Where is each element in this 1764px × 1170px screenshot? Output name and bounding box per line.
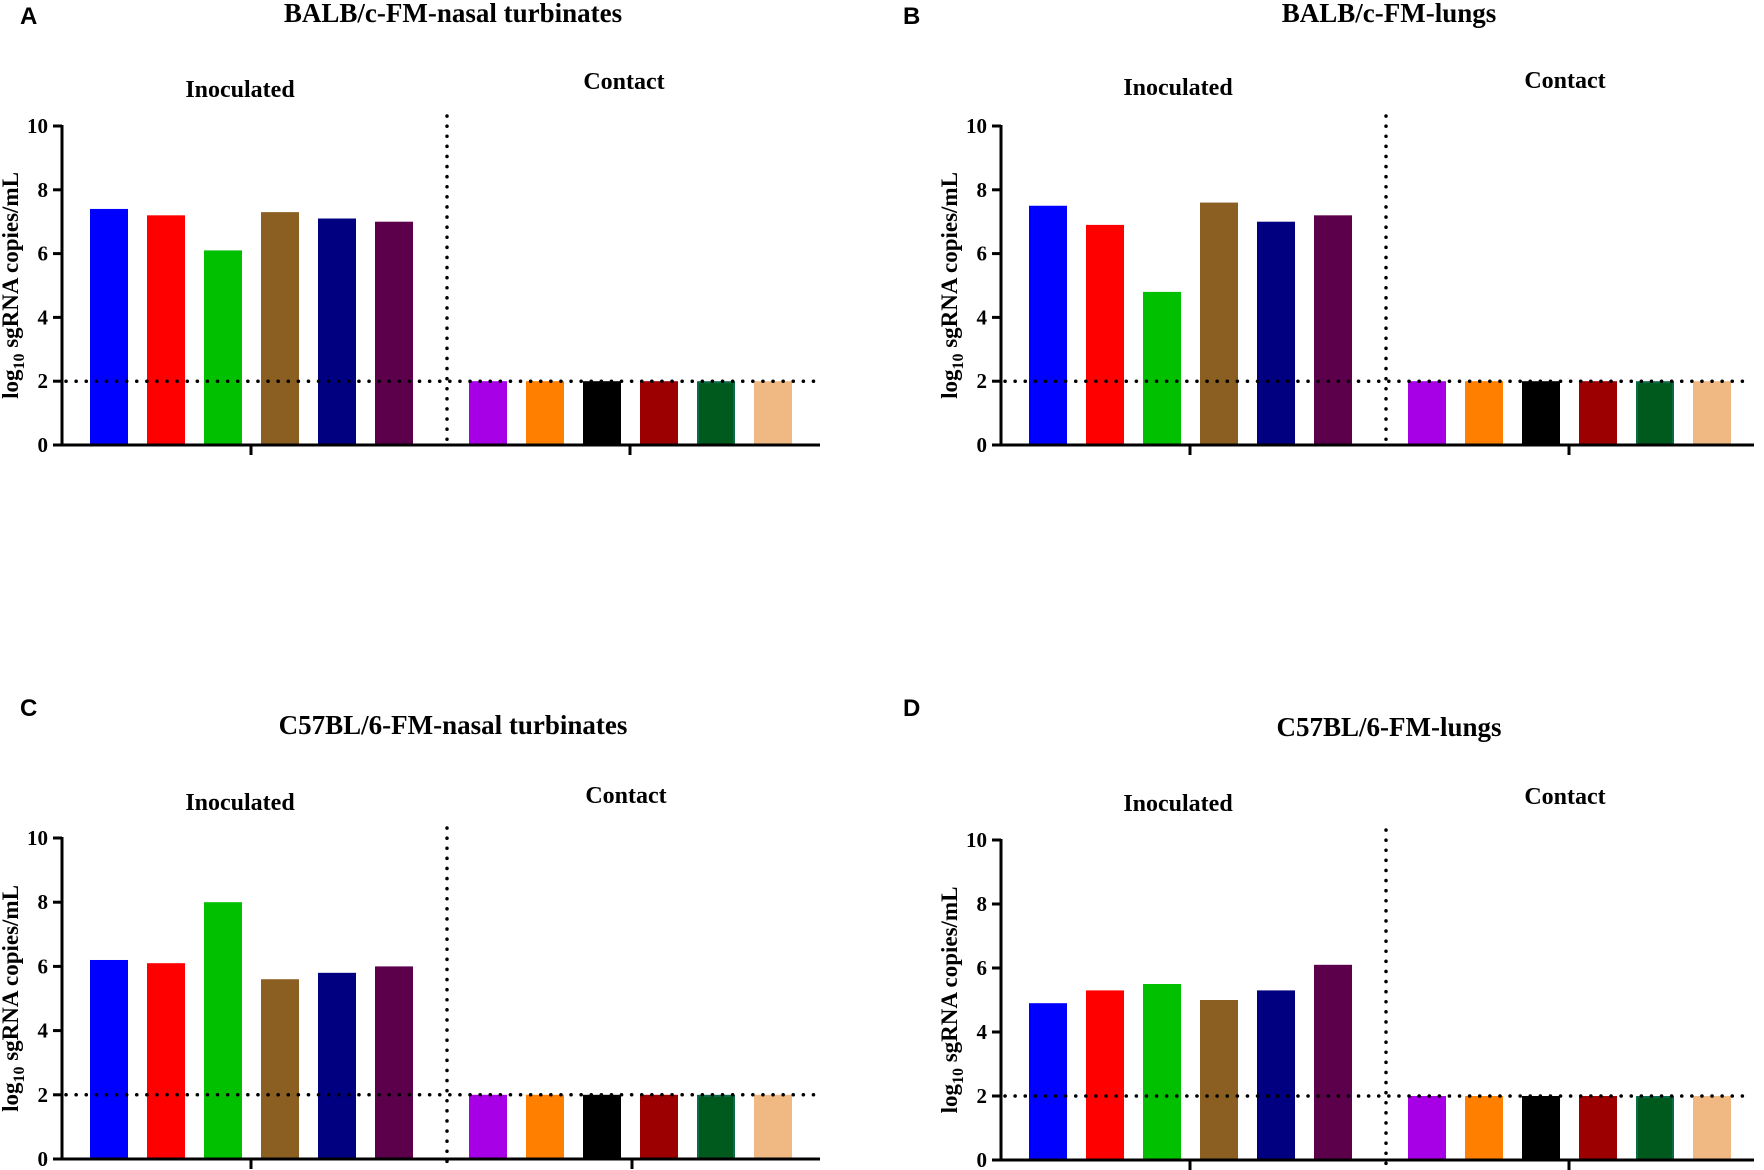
- y-tick-label: 0: [38, 1147, 49, 1170]
- group-label-inoculated: Inoculated: [185, 77, 295, 103]
- y-tick-label: 8: [38, 178, 49, 202]
- bar-inoculated-1: [90, 208, 128, 445]
- chart-title: BALB/c-FM-lungs: [1282, 0, 1497, 28]
- y-axis-label: log10 sgRNA copies/mL: [937, 887, 967, 1114]
- bar-inoculated-3: [204, 902, 242, 1159]
- bar-inoculated-3: [1143, 984, 1181, 1160]
- y-tick-label: 10: [966, 828, 987, 852]
- bar-inoculated-5: [318, 218, 356, 445]
- y-axis-label: log10 sgRNA copies/mL: [937, 172, 967, 399]
- bar-inoculated-5: [318, 972, 356, 1159]
- bar-inoculated-6: [375, 966, 413, 1159]
- bar-contact-1: [1408, 1096, 1446, 1161]
- group-label-inoculated: Inoculated: [1123, 75, 1233, 101]
- group-label-inoculated: Inoculated: [185, 790, 295, 816]
- bar-inoculated-4: [261, 212, 299, 445]
- bar-inoculated-4: [261, 979, 299, 1159]
- bar-contact-3: [583, 1094, 621, 1161]
- y-tick-label: 0: [38, 433, 49, 457]
- panel-c: C C57BL/6-FM-nasal turbinates Inoculated Co…: [0, 695, 820, 1170]
- bar-inoculated-3: [1143, 291, 1181, 445]
- bar-inoculated-4: [1200, 1000, 1238, 1160]
- bar-inoculated-5: [1257, 221, 1295, 445]
- bar-inoculated-1: [1029, 1003, 1067, 1160]
- y-tick-label: 4: [977, 1020, 988, 1044]
- y-tick-label: 10: [966, 114, 987, 138]
- bar-contact-4: [1579, 1096, 1617, 1161]
- y-tick-label: 8: [977, 892, 988, 916]
- group-label-contact: Contact: [1524, 68, 1605, 94]
- bar-contact-5: [1636, 1096, 1674, 1161]
- bar-contact-2: [1465, 381, 1503, 447]
- panel-letter: C: [20, 695, 37, 722]
- y-tick-label: 6: [977, 956, 988, 980]
- panel-letter: B: [903, 3, 920, 30]
- y-tick-label: 2: [977, 369, 988, 393]
- y-tick-label: 2: [977, 1084, 988, 1108]
- bar-inoculated-5: [1257, 990, 1295, 1160]
- y-axis-label: log10 sgRNA copies/mL: [0, 172, 28, 399]
- panel-letter: D: [903, 695, 920, 722]
- bar-contact-6: [754, 1094, 792, 1161]
- bar-contact-5: [1636, 381, 1674, 447]
- y-tick-label: 2: [38, 1083, 49, 1107]
- chart-title: BALB/c-FM-nasal turbinates: [284, 0, 622, 28]
- group-label-contact: Contact: [583, 69, 664, 95]
- bar-contact-1: [469, 1094, 507, 1161]
- chart-title: C57BL/6-FM-lungs: [1276, 712, 1501, 742]
- panel-b: B BALB/c-FM-lungs Inoculated Contact 0 2 4 6 8 10…: [903, 0, 1754, 457]
- y-tick-label: 4: [38, 305, 49, 329]
- y-tick-label: 8: [977, 178, 988, 202]
- bar-inoculated-2: [147, 215, 185, 445]
- bar-contact-3: [583, 381, 621, 447]
- bar-inoculated-4: [1200, 202, 1238, 445]
- panel-letter: A: [20, 3, 37, 30]
- bar-contact-6: [1693, 381, 1731, 447]
- y-tick-label: 6: [38, 954, 49, 978]
- group-label-contact: Contact: [585, 783, 666, 809]
- y-axis-label: log10 sgRNA copies/mL: [0, 885, 28, 1112]
- bar-inoculated-6: [1314, 215, 1352, 445]
- panel-d: D C57BL/6-FM-lungs Inoculated Contact 0 2 4 6 8 1…: [903, 695, 1754, 1170]
- bar-contact-4: [1579, 381, 1617, 447]
- bar-contact-5: [697, 1094, 735, 1161]
- y-tick-label: 6: [977, 242, 988, 266]
- group-label-inoculated: Inoculated: [1123, 791, 1233, 817]
- bar-inoculated-3: [204, 250, 242, 445]
- bar-contact-1: [469, 381, 507, 447]
- bar-contact-2: [1465, 1096, 1503, 1161]
- bar-inoculated-2: [1086, 990, 1124, 1160]
- bar-inoculated-2: [147, 963, 185, 1159]
- panel-a: A BALB/c-FM-nasal turbinates Inoculated Con…: [0, 0, 820, 457]
- bar-contact-3: [1522, 1096, 1560, 1161]
- bar-contact-2: [526, 1094, 564, 1161]
- bar-contact-6: [1693, 1096, 1731, 1161]
- bar-inoculated-2: [1086, 224, 1124, 445]
- bar-inoculated-6: [1314, 964, 1352, 1160]
- bar-contact-4: [640, 1094, 678, 1161]
- bar-contact-5: [697, 381, 735, 447]
- bar-contact-1: [1408, 381, 1446, 447]
- y-tick-label: 10: [27, 114, 48, 138]
- y-tick-label: 6: [38, 242, 49, 266]
- bar-contact-4: [640, 381, 678, 447]
- bar-contact-6: [754, 381, 792, 447]
- y-tick-label: 2: [38, 369, 49, 393]
- group-label-contact: Contact: [1524, 784, 1605, 810]
- y-tick-label: 0: [977, 433, 988, 457]
- y-tick-label: 0: [977, 1148, 988, 1170]
- y-tick-label: 10: [27, 826, 48, 850]
- bar-inoculated-1: [90, 959, 128, 1159]
- bar-inoculated-1: [1029, 205, 1067, 445]
- y-tick-label: 4: [977, 305, 988, 329]
- bar-contact-3: [1522, 381, 1560, 447]
- y-tick-label: 4: [38, 1019, 49, 1043]
- chart-title: C57BL/6-FM-nasal turbinates: [279, 710, 628, 740]
- bar-inoculated-6: [375, 221, 413, 445]
- bar-contact-2: [526, 381, 564, 447]
- y-tick-label: 8: [38, 890, 49, 914]
